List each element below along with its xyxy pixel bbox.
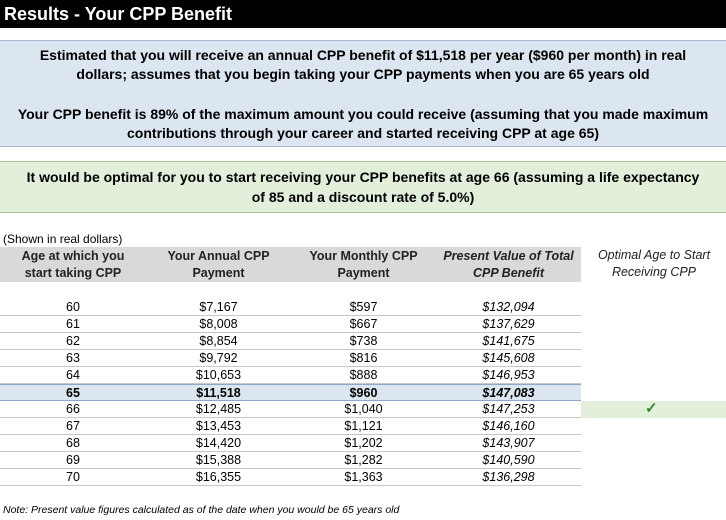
cell-pv: $143,907 bbox=[482, 436, 535, 450]
table-row: 65 $11,518 $960 $147,083 bbox=[0, 384, 581, 401]
cell-monthly: $667 bbox=[349, 317, 378, 331]
summary-line: Estimated that you will receive an annua… bbox=[39, 47, 687, 63]
summary-panel: Estimated that you will receive an annua… bbox=[0, 40, 726, 147]
cell-annual: $14,420 bbox=[195, 436, 242, 450]
cell-annual: $13,453 bbox=[195, 419, 242, 433]
cell-annual: $8,854 bbox=[199, 334, 238, 348]
table-row: 61 $8,008 $667 $137,629 bbox=[0, 316, 581, 333]
table-row: 64 $10,653 $888 $146,953 bbox=[0, 367, 581, 384]
cell-pv: $132,094 bbox=[482, 300, 535, 314]
optimal-age-panel: It would be optimal for you to start rec… bbox=[0, 161, 726, 213]
cell-monthly: $1,121 bbox=[344, 419, 383, 433]
cell-pv: $140,590 bbox=[482, 453, 535, 467]
cell-monthly: $1,040 bbox=[344, 402, 383, 416]
cell-pv: $141,675 bbox=[482, 334, 535, 348]
cell-age: 67 bbox=[66, 419, 80, 433]
column-header-present-value: Present Value of Total CPP Benefit bbox=[443, 249, 574, 280]
cell-monthly: $597 bbox=[349, 300, 378, 314]
cell-pv: $145,608 bbox=[482, 351, 535, 365]
optimal-line: of 85 and a discount rate of 5.0%) bbox=[251, 189, 475, 205]
cell-pv: $137,629 bbox=[482, 317, 535, 331]
page-title: Results - Your CPP Benefit bbox=[0, 0, 726, 28]
checkmark-icon: ✓ bbox=[645, 400, 658, 417]
cell-annual: $8,008 bbox=[199, 317, 238, 331]
cell-age: 61 bbox=[66, 317, 80, 331]
cell-monthly: $816 bbox=[349, 351, 378, 365]
cell-annual: $16,355 bbox=[195, 470, 242, 484]
table-header: Age at which you start taking CPP Your A… bbox=[0, 247, 581, 282]
column-header-monthly: Your Monthly CPP Payment bbox=[309, 249, 418, 280]
cell-monthly: $960 bbox=[349, 386, 378, 400]
table-row: 62 $8,854 $738 $141,675 bbox=[0, 333, 581, 350]
footnote: Note: Present value figures calculated a… bbox=[3, 504, 400, 516]
cell-age: 66 bbox=[66, 402, 80, 416]
cell-annual: $15,388 bbox=[195, 453, 242, 467]
cell-age: 70 bbox=[66, 470, 80, 484]
table-row: 66 $12,485 $1,040 $147,253 bbox=[0, 401, 581, 418]
cell-age: 62 bbox=[66, 334, 80, 348]
table-row: 63 $9,792 $816 $145,608 bbox=[0, 350, 581, 367]
cell-monthly: $888 bbox=[349, 368, 378, 382]
cell-annual: $11,518 bbox=[196, 386, 241, 400]
cell-annual: $7,167 bbox=[199, 300, 238, 314]
cell-pv: $146,160 bbox=[482, 419, 535, 433]
cell-annual: $12,485 bbox=[195, 402, 242, 416]
table-row: 70 $16,355 $1,363 $136,298 bbox=[0, 469, 581, 486]
column-header-optimal: Optimal Age to Start Receiving CPP bbox=[597, 248, 711, 279]
cell-age: 63 bbox=[66, 351, 80, 365]
currency-note: (Shown in real dollars) bbox=[3, 232, 123, 246]
cell-monthly: $1,363 bbox=[344, 470, 383, 484]
table-row: 68 $14,420 $1,202 $143,907 bbox=[0, 435, 581, 452]
summary-line: contributions through your career and st… bbox=[127, 125, 599, 141]
column-header-age: Age at which you start taking CPP bbox=[21, 249, 125, 280]
cell-age: 64 bbox=[66, 368, 80, 382]
optimal-line: It would be optimal for you to start rec… bbox=[26, 169, 700, 185]
cell-annual: $9,792 bbox=[199, 351, 238, 365]
cell-age: 65 bbox=[66, 386, 80, 400]
table-row: 67 $13,453 $1,121 $146,160 bbox=[0, 418, 581, 435]
cell-pv: $147,253 bbox=[482, 402, 535, 416]
cell-monthly: $1,202 bbox=[344, 436, 383, 450]
column-header-annual: Your Annual CPP Payment bbox=[167, 249, 270, 280]
optimal-row-highlight bbox=[581, 401, 726, 418]
cell-age: 60 bbox=[66, 300, 80, 314]
cell-monthly: $738 bbox=[349, 334, 378, 348]
cell-annual: $10,653 bbox=[195, 368, 242, 382]
cell-monthly: $1,282 bbox=[344, 453, 383, 467]
cell-pv: $146,953 bbox=[482, 368, 535, 382]
summary-line: Your CPP benefit is 89% of the maximum a… bbox=[17, 106, 709, 122]
cell-pv: $147,083 bbox=[482, 386, 535, 400]
cell-age: 69 bbox=[66, 453, 80, 467]
cell-age: 68 bbox=[66, 436, 80, 450]
table-row: 60 $7,167 $597 $132,094 bbox=[0, 299, 581, 316]
table-row: 69 $15,388 $1,282 $140,590 bbox=[0, 452, 581, 469]
summary-line: dollars; assumes that you begin taking y… bbox=[76, 66, 650, 82]
cell-pv: $136,298 bbox=[482, 470, 535, 484]
